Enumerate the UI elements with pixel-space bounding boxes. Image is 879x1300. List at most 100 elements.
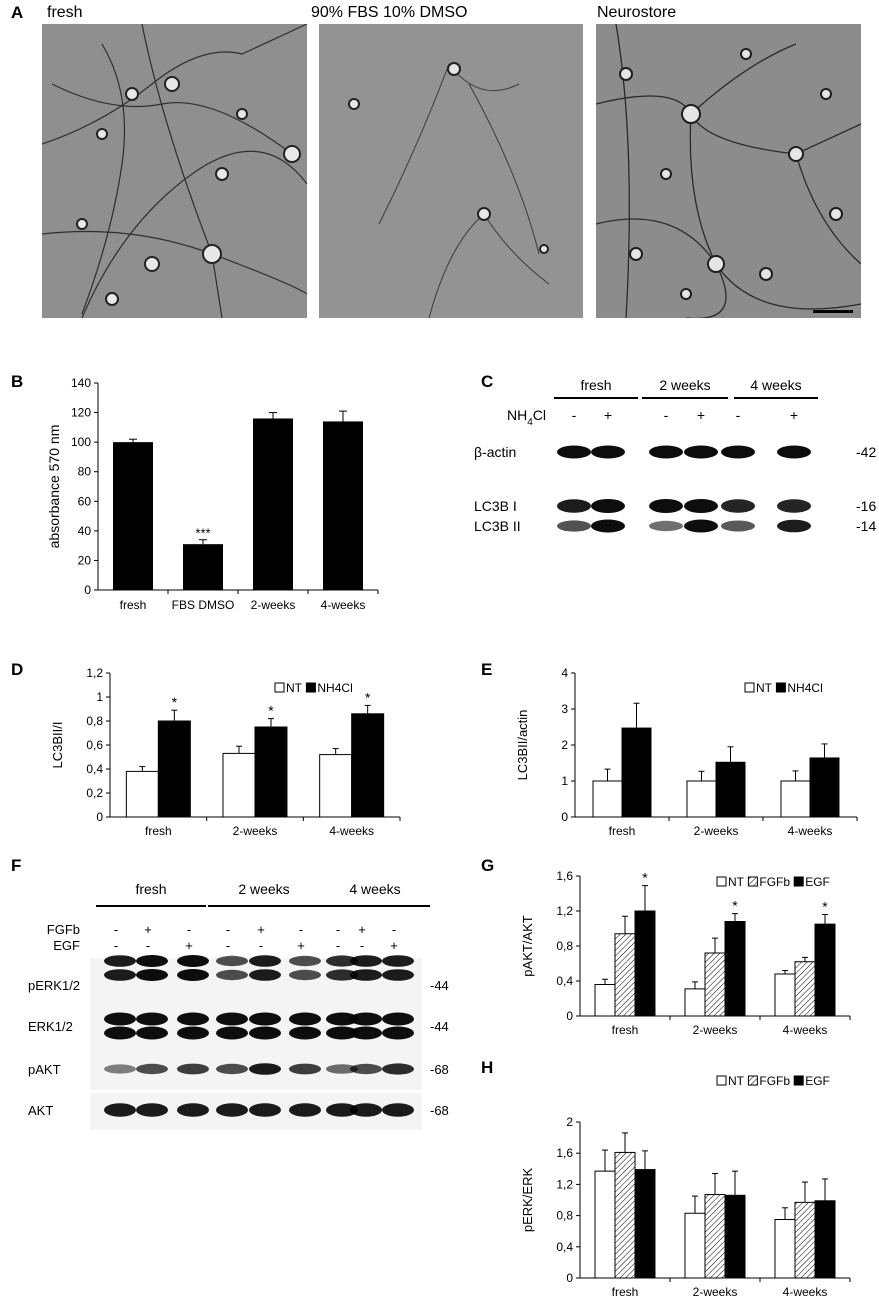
e-x-tick-label: fresh [609, 824, 636, 838]
f-blot-band [350, 1063, 382, 1075]
f-blot-band [216, 1012, 248, 1026]
e-bar-nh4cl [809, 757, 840, 818]
c-band-label: LC3B II [474, 518, 521, 534]
f-blot-band [289, 1012, 321, 1026]
f-blot-band [382, 1012, 414, 1026]
h-y-axis-label: pERK/ERK [520, 1168, 535, 1233]
d-significance-mark: * [268, 703, 274, 719]
d-y-tick-label: 0,2 [86, 786, 103, 800]
f-blot-band [350, 1026, 382, 1040]
f-blot-band [104, 1064, 136, 1074]
g-significance-mark: * [642, 870, 648, 886]
f-blot-band [249, 1026, 281, 1040]
f-blot-band [350, 1012, 382, 1026]
b-y-tick-label: 120 [71, 406, 91, 420]
chart-g: 0 0,4 0,8 1,2 1,6 pAKT/AKT fresh * 2-weeks * 4-wee… [520, 869, 851, 1037]
f-blot-band [216, 1063, 248, 1075]
g-legend-swatch-nt [716, 876, 727, 887]
f-blot-band [382, 955, 414, 967]
g-significance-mark: * [822, 899, 828, 915]
chart-e: 0 1 2 3 4 LC3BII/actin fresh 2-weeks 4-weeks NT NH… [515, 666, 858, 838]
b-y-tick-label: 40 [78, 524, 92, 538]
c-blot-band [721, 499, 755, 513]
c-blot-band [777, 499, 811, 513]
e-bar-nt [592, 780, 623, 818]
f-sign: - [392, 922, 396, 937]
g-bar-egf [814, 923, 836, 1017]
g-bar-fgfb [614, 933, 636, 1017]
g-x-tick-label: 4-weeks [783, 1023, 828, 1037]
f-blot-band [326, 1026, 358, 1040]
f-group-label: 4 weeks [349, 881, 400, 897]
b-x-tick-label: fresh [120, 598, 147, 612]
b-bar [323, 421, 363, 590]
g-bar-fgfb [704, 952, 726, 1017]
panel-h-label: H [481, 1058, 494, 1077]
h-legend-label-egf: EGF [805, 1074, 830, 1088]
panel-e-label: E [481, 660, 493, 679]
f-sign: - [226, 922, 230, 937]
f-blot-band [104, 955, 136, 967]
b-x-tick-label: 4-weeks [321, 598, 366, 612]
f-blot-band [249, 955, 281, 967]
c-blot-band [684, 445, 718, 459]
f-group-label: 2 weeks [238, 881, 289, 897]
d-y-tick-label: 0,4 [86, 762, 103, 776]
b-significance-mark: *** [195, 526, 210, 541]
b-y-tick-label: 60 [78, 494, 92, 508]
g-legend-label-fgfb: FGFb [759, 875, 790, 889]
f-blot-band [382, 1103, 414, 1117]
d-y-tick-label: 1 [96, 690, 103, 704]
d-x-tick-label: 4-weeks [329, 824, 374, 838]
h-bar-egf [724, 1194, 746, 1279]
e-bar-nt [686, 780, 717, 818]
c-blot-band [557, 499, 591, 513]
f-band-label: AKT [28, 1103, 53, 1118]
micrograph-fbs-dmso-image [319, 24, 583, 318]
e-x-tick-label: 2-weeks [694, 824, 739, 838]
condition-fbs-dmso-label: 90% FBS 10% DMSO [311, 4, 468, 21]
panel-a-label: A [11, 3, 24, 22]
g-y-tick-label: 1,2 [556, 904, 573, 918]
f-sign: - [259, 938, 263, 953]
e-bar-nh4cl [715, 761, 746, 818]
f-sign: - [114, 922, 118, 937]
b-x-tick-label: 2-weeks [251, 598, 296, 612]
c-group-label: 2 weeks [659, 377, 710, 393]
d-x-tick-label: 2-weeks [233, 824, 278, 838]
h-bar-fgfb [794, 1201, 816, 1279]
f-sign: - [146, 938, 150, 953]
d-bar-nt [125, 770, 159, 818]
chart-b: 0 20 40 60 80 100 120 140 absorbance 570 nm fresh… [46, 376, 379, 612]
c-blot-band [649, 445, 683, 459]
e-x-tick-label: 4-weeks [788, 824, 833, 838]
e-legend-label-nt: NT [756, 681, 773, 695]
f-blot-band [326, 1103, 358, 1117]
h-legend-swatch-fgfb [747, 1075, 758, 1086]
h-bar-fgfb [704, 1194, 726, 1279]
f-treatment-label: FGFb [47, 922, 80, 937]
panel-d-label: D [11, 660, 24, 679]
f-blot-band [177, 1103, 209, 1117]
f-blot-band [289, 1026, 321, 1040]
f-blot-band [216, 955, 248, 967]
f-blot-band [177, 1063, 209, 1075]
c-sign: - [572, 407, 577, 423]
b-bar [113, 442, 153, 590]
western-blot-c: fresh 2 weeks 4 weeks NH4Cl - + - + - + β-actin -42… [474, 377, 876, 534]
c-group-label: 4 weeks [750, 377, 801, 393]
d-bar-nt [222, 752, 256, 818]
micrograph-fresh-image [42, 24, 307, 318]
h-bar-nt [774, 1219, 796, 1279]
f-sign: - [226, 938, 230, 953]
scale-bar [813, 310, 853, 313]
f-blot-band [326, 1012, 358, 1026]
g-x-tick-label: fresh [612, 1023, 639, 1037]
condition-neurostore-label: Neurostore [597, 4, 677, 21]
h-y-tick-label: 0 [566, 1271, 573, 1285]
d-x-tick-label: fresh [145, 824, 172, 838]
chart-h: 0 0,4 0,8 1,2 1,6 2 pERK/ERK fresh 2-weeks 4-week… [520, 1074, 851, 1299]
h-bar-nt [594, 1170, 616, 1279]
e-bar-nt [780, 780, 811, 818]
